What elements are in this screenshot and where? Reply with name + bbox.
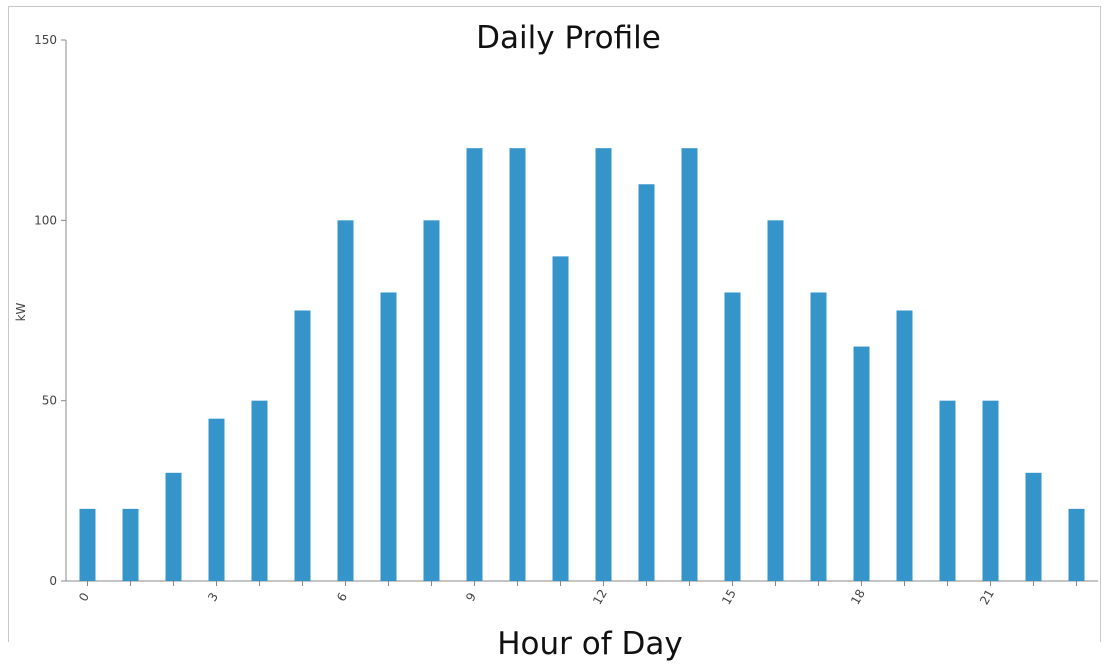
bar-hour-11	[552, 256, 569, 581]
bar-hour-17	[810, 292, 827, 581]
bar-hour-8	[423, 220, 440, 582]
y-tick-label: 0	[49, 574, 57, 588]
x-tick-label: 0	[76, 590, 92, 604]
bar-hour-2	[165, 472, 182, 581]
y-tick-label: 50	[42, 394, 57, 408]
bar-hour-12	[595, 148, 612, 581]
bar-hour-7	[380, 292, 397, 581]
x-axis-label: Hour of Day	[497, 626, 683, 662]
bar-hour-1	[122, 508, 139, 581]
x-tick-label: 12	[590, 587, 610, 607]
bar-hour-14	[681, 148, 698, 581]
x-tick-label: 18	[848, 587, 868, 607]
y-axis-label: kW	[14, 302, 28, 321]
y-ticks: 0 50 100 150	[34, 33, 66, 588]
y-tick-label: 100	[34, 213, 57, 227]
bar-hour-16	[767, 220, 784, 582]
bar-hour-10	[509, 148, 526, 581]
x-tick-label: 3	[205, 590, 221, 604]
x-tick-label: 6	[334, 590, 350, 604]
bar-hour-3	[208, 418, 225, 581]
bar-hour-15	[724, 292, 741, 581]
bar-hour-6	[337, 220, 354, 582]
chart-title: Daily Profile	[476, 20, 661, 56]
x-tick-label: 15	[719, 587, 739, 607]
x-tick-label: 21	[977, 587, 997, 607]
chart-frame	[8, 6, 1101, 642]
bar-hour-9	[466, 148, 483, 581]
axes	[65, 40, 1098, 582]
bar-hour-23	[1068, 508, 1085, 581]
bar-hour-18	[853, 346, 870, 581]
bar-hour-20	[939, 400, 956, 581]
y-tick-label: 150	[34, 33, 57, 47]
bar-hour-13	[638, 184, 655, 581]
x-ticks: 0 3 6 9 12 15 18 21	[76, 581, 1077, 607]
bar-hour-19	[896, 310, 913, 581]
bar-hour-22	[1025, 472, 1042, 581]
bar-hour-5	[294, 310, 311, 581]
x-tick-label: 9	[463, 590, 479, 604]
bar-hour-4	[251, 400, 268, 581]
bars	[79, 148, 1085, 582]
bar-hour-21	[982, 400, 999, 581]
bar-hour-0	[79, 508, 96, 581]
